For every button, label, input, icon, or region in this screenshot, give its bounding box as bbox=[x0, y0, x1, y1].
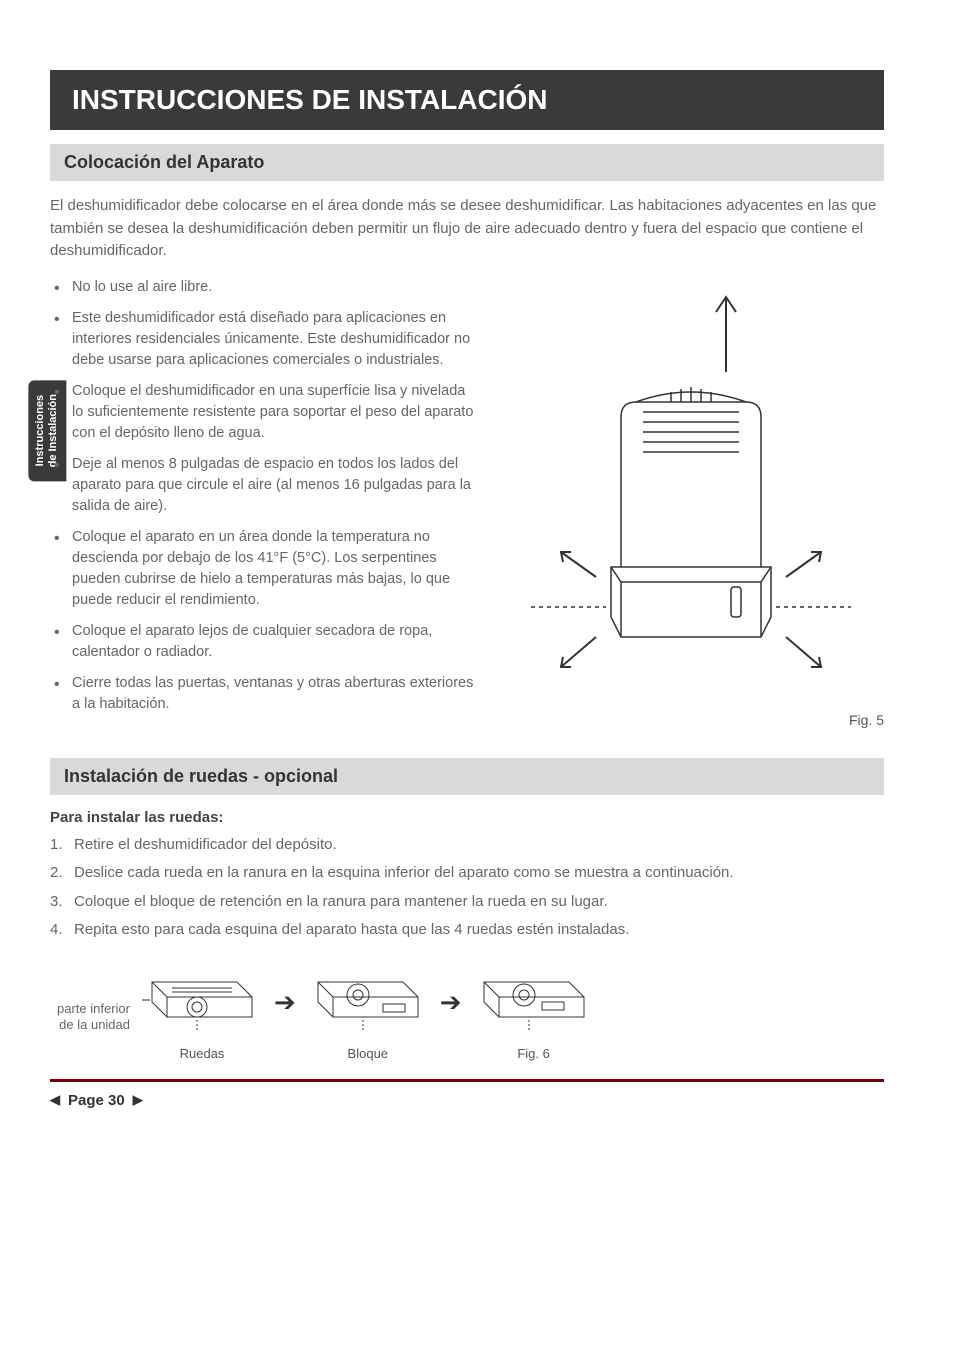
figure-6-step1-svg bbox=[142, 962, 262, 1042]
main-title: INSTRUCCIONES DE INSTALACIÓN bbox=[50, 70, 884, 130]
bullet-item: Coloque el aparato lejos de cualquier se… bbox=[50, 621, 478, 663]
section1-bullets-col: No lo use al aire libre. Este deshumidif… bbox=[50, 277, 478, 728]
section1-figure-col: Fig. 5 bbox=[498, 277, 884, 728]
section2-steps: Retire el deshumidificador del depósito.… bbox=[50, 834, 884, 942]
bullet-item: Cierre todas las puertas, ventanas y otr… bbox=[50, 673, 478, 715]
side-tab-line1: Instrucciones bbox=[34, 395, 46, 467]
section1-header: Colocación del Aparato bbox=[50, 144, 884, 181]
triangle-left-icon: ◀ bbox=[50, 1092, 60, 1108]
section2-subheading: Para instalar las ruedas: bbox=[50, 809, 884, 826]
step-item: Deslice cada rueda en la ranura en la es… bbox=[50, 862, 884, 885]
step-item: Coloque el bloque de retención en la ran… bbox=[50, 891, 884, 914]
figure-6-row: parte inferior de la unidad Ruedas ➔ bbox=[50, 962, 884, 1061]
arrow-icon: ➔ bbox=[274, 987, 296, 1018]
figure-6-step3: Fig. 6 bbox=[474, 962, 594, 1061]
section1-intro: El deshumidificador debe colocarse en el… bbox=[50, 195, 884, 263]
bullet-item: Este deshumidificador está diseñado para… bbox=[50, 308, 478, 371]
step-item: Retire el deshumidificador del depósito. bbox=[50, 834, 884, 857]
bullet-item: Coloque el aparato en un área donde la t… bbox=[50, 527, 478, 611]
section1-body: No lo use al aire libre. Este deshumidif… bbox=[50, 277, 884, 728]
bullet-item: Coloque el deshumidificador en una super… bbox=[50, 381, 478, 444]
step-item: Repita esto para cada esquina del aparat… bbox=[50, 919, 884, 942]
triangle-right-icon: ▶ bbox=[133, 1092, 143, 1108]
bullet-item: No lo use al aire libre. bbox=[50, 277, 478, 298]
bullet-item: Deje al menos 8 pulgadas de espacio en t… bbox=[50, 454, 478, 517]
figure-6-step2: Bloque bbox=[308, 962, 428, 1061]
figure-6-step2-svg bbox=[308, 962, 428, 1042]
page-number: Page 30 bbox=[68, 1092, 125, 1109]
figure-6-label-ruedas: Ruedas bbox=[142, 1046, 262, 1061]
figure-6-step1: Ruedas bbox=[142, 962, 262, 1061]
figure-5-caption: Fig. 5 bbox=[498, 712, 884, 728]
page-footer: ◀ Page 30 ▶ bbox=[50, 1079, 884, 1109]
figure-6-label-bloque: Bloque bbox=[308, 1046, 428, 1061]
section1-bullets: No lo use al aire libre. Este deshumidif… bbox=[50, 277, 478, 715]
figure-6-step3-svg bbox=[474, 962, 594, 1042]
arrow-icon: ➔ bbox=[440, 987, 462, 1018]
figure-6-caption: Fig. 6 bbox=[474, 1046, 594, 1061]
section2-header: Instalación de ruedas - opcional bbox=[50, 758, 884, 795]
figure-5-illustration bbox=[521, 277, 861, 697]
figure-6-left-label: parte inferior de la unidad bbox=[50, 1001, 130, 1032]
